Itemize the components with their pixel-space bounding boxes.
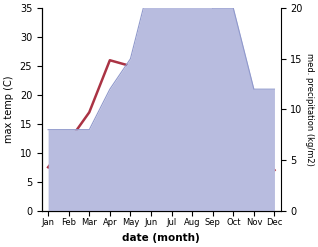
Y-axis label: max temp (C): max temp (C) xyxy=(4,76,14,143)
X-axis label: date (month): date (month) xyxy=(122,233,200,243)
Y-axis label: med. precipitation (kg/m2): med. precipitation (kg/m2) xyxy=(305,53,314,166)
